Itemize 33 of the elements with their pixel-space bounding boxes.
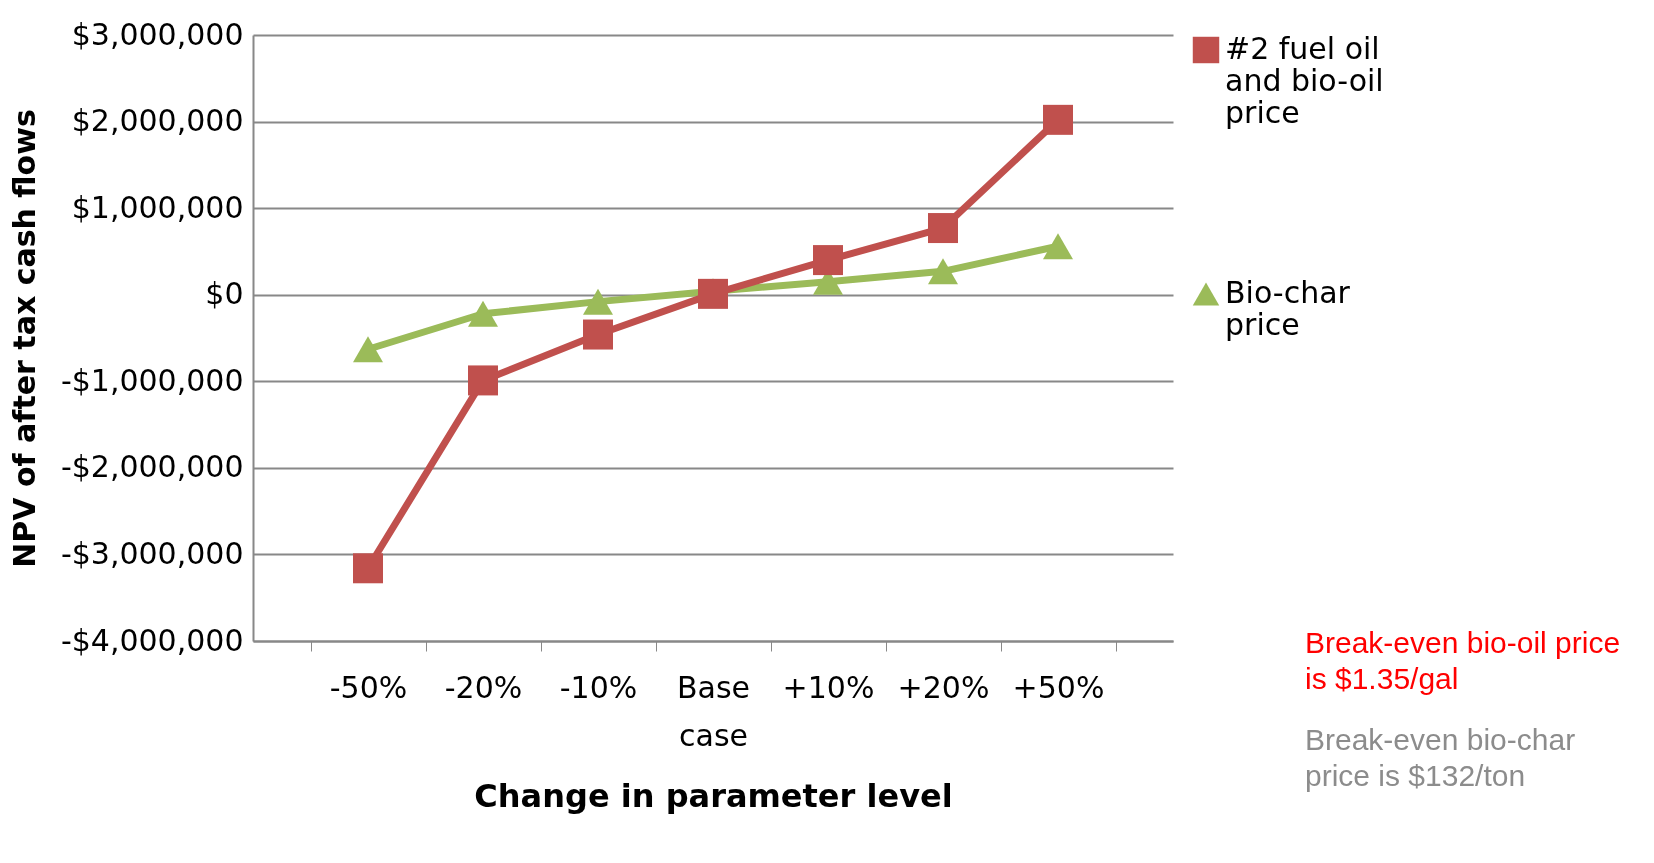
point	[468, 300, 498, 327]
legend-label: Bio-char price	[1225, 275, 1351, 342]
point	[1043, 104, 1073, 135]
y-tick-label: -$2,000,000	[60, 449, 244, 485]
point	[583, 288, 613, 315]
point	[353, 336, 383, 363]
y-tick-label: -$3,000,000	[60, 535, 244, 571]
x-tick-label: -50%	[329, 669, 408, 705]
point	[1043, 233, 1073, 260]
y-tick-label: -$1,000,000	[60, 362, 244, 398]
x-tick-label: Base case	[676, 669, 751, 753]
point	[813, 245, 843, 276]
y-tick-label: $0	[205, 276, 244, 312]
x-tick-label: -20%	[444, 669, 523, 705]
x-tick-label: -10%	[559, 669, 638, 705]
text: Break-even bio-oil price is $1.35/gal	[1305, 625, 1622, 697]
text: Break-even bio-char price is $132/ton	[1305, 722, 1577, 794]
x-tick-label: +20%	[897, 669, 990, 705]
point	[353, 553, 383, 584]
point	[468, 365, 498, 396]
x-tick-label: +50%	[1012, 669, 1105, 705]
point	[698, 278, 728, 309]
y-tick-label: $2,000,000	[71, 103, 244, 139]
point	[928, 213, 958, 244]
y-tick-label: $1,000,000	[71, 189, 244, 225]
x-axis-title: Change in parameter level	[474, 776, 953, 815]
y-axis-title: NPV of after tax cash flows	[6, 109, 42, 568]
point	[928, 258, 958, 285]
point	[583, 319, 613, 350]
legend-label: #2 fuel oil and bio-oil price	[1225, 31, 1384, 130]
x-tick-label: +10%	[782, 669, 875, 705]
y-tick-label: $3,000,000	[71, 16, 244, 52]
y-tick-label: -$4,000,000	[60, 622, 244, 658]
